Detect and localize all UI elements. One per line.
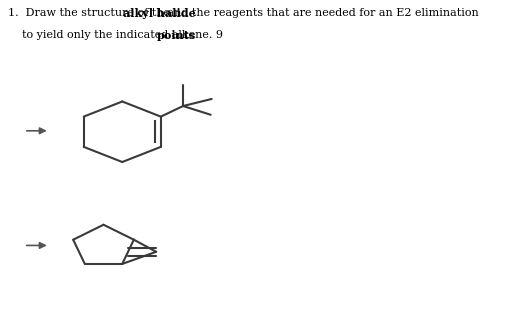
Text: to yield only the indicated alkene. 9: to yield only the indicated alkene. 9	[8, 29, 227, 40]
Text: points: points	[157, 29, 196, 40]
Text: 1.  Draw the structure of the: 1. Draw the structure of the	[8, 7, 174, 17]
Text: alkyl halide: alkyl halide	[123, 7, 196, 18]
Text: and the reagents that are needed for an E2 elimination: and the reagents that are needed for an …	[164, 7, 479, 17]
